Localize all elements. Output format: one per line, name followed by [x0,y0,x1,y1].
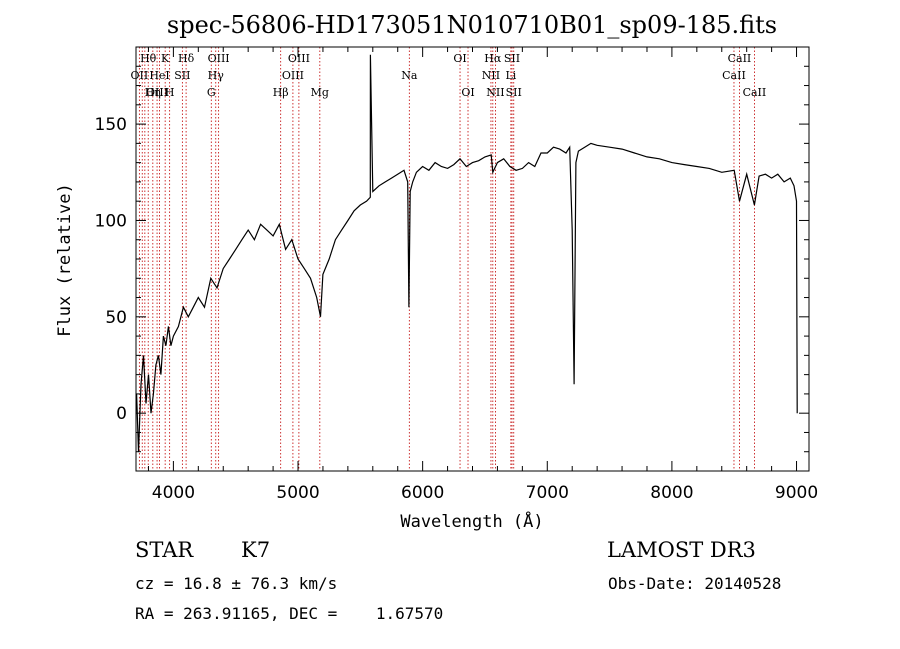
star-class-label: STAR [135,538,194,562]
y-tick-label: 0 [116,404,127,424]
x-tick-label: 4000 [152,483,195,503]
y-tick-label: 50 [105,308,127,328]
x-tick-label: 8000 [650,483,693,503]
line-label: OIII [288,52,310,65]
observation-date: Obs-Date: 20140528 [608,574,782,593]
line-label: OIII [208,52,230,65]
y-tick-label: 100 [95,211,127,231]
line-label: OII [131,69,149,82]
line-label: Na [401,69,418,82]
line-label: OI [453,52,466,65]
plot-frame [135,46,810,472]
x-tick-label: 7000 [526,483,569,503]
line-label: CaII [743,86,767,99]
line-label: Hβ [273,86,289,99]
line-label: Mg [311,86,329,99]
x-axis-label: Wavelength (Å) [400,510,543,532]
spectrum-series-line [136,54,798,452]
line-label: Hγ [208,69,225,82]
x-tick-label: 9000 [775,483,818,503]
survey-label: LAMOST DR3 [607,538,756,562]
line-label: K [161,52,170,65]
line-label: SII [506,86,522,99]
spectral-type: K7 [241,538,271,562]
line-label: SII [174,69,190,82]
line-label: NII [482,69,500,82]
spectral-line-markers [138,47,755,471]
line-label: H [165,86,175,99]
line-label: Hα [484,52,502,65]
line-label: Li [505,69,516,82]
line-label: G [207,86,216,99]
y-axis: 0 50 100 150 [95,65,809,453]
x-tick-label: 6000 [401,483,444,503]
line-label: OIII [146,86,168,99]
y-tick-label: 150 [95,115,127,135]
line-label: Hθ [140,52,157,65]
line-label: SII [504,52,520,65]
spectral-line-labels: Hθ OII OIII K HeI Hη H Hδ SII OIII Hγ G OIII OIII Hβ Mg… [131,52,767,99]
x-axis: 4000 5000 6000 7000 8000 9000 [147,47,818,503]
line-label: Hδ [178,52,195,65]
y-axis-label: Flux (relative) [55,183,75,337]
x-tick-label: 5000 [276,483,319,503]
line-label: OIII [282,69,304,82]
line-label: NII [486,86,504,99]
chart-title: spec-56806-HD173051N010710B01_sp09-185.f… [167,11,777,39]
line-label: OI [461,86,474,99]
line-label: CaII [728,52,752,65]
line-label: Hη [145,86,161,99]
line-label: HeI [149,69,169,82]
coordinates: RA = 263.91165, DEC = 1.67570 [135,604,444,623]
redshift-value: cz = 16.8 ± 76.3 km/s [135,574,338,593]
line-label: CaII [722,69,746,82]
